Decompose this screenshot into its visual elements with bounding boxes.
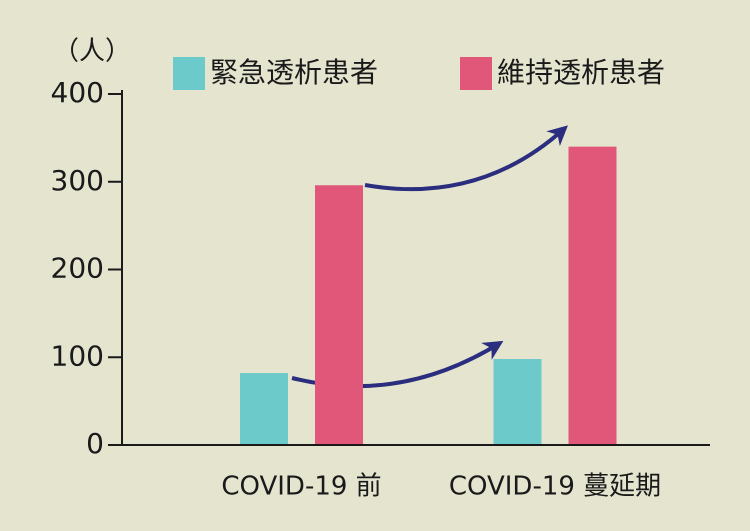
legend-swatch	[460, 57, 492, 90]
arrow	[364, 125, 568, 192]
y-tick-label: 300	[51, 164, 104, 197]
legend-label: 緊急透析患者	[210, 56, 378, 89]
bar	[315, 185, 363, 445]
y-tick-label: 0	[86, 427, 104, 460]
y-tick-label: 200	[51, 252, 104, 285]
bar	[568, 146, 617, 445]
legend-label: 維持透析患者	[497, 56, 665, 89]
x-tick-label: COVID-19 蔓延期	[449, 472, 661, 502]
x-tick-label: COVID-19 前	[221, 472, 381, 502]
y-tick-label: 100	[51, 339, 104, 372]
y-axis-label: （人）	[53, 37, 131, 67]
bar	[240, 373, 288, 445]
bar	[493, 359, 542, 445]
legend-swatch	[173, 57, 205, 90]
y-tick-label: 400	[51, 76, 104, 109]
